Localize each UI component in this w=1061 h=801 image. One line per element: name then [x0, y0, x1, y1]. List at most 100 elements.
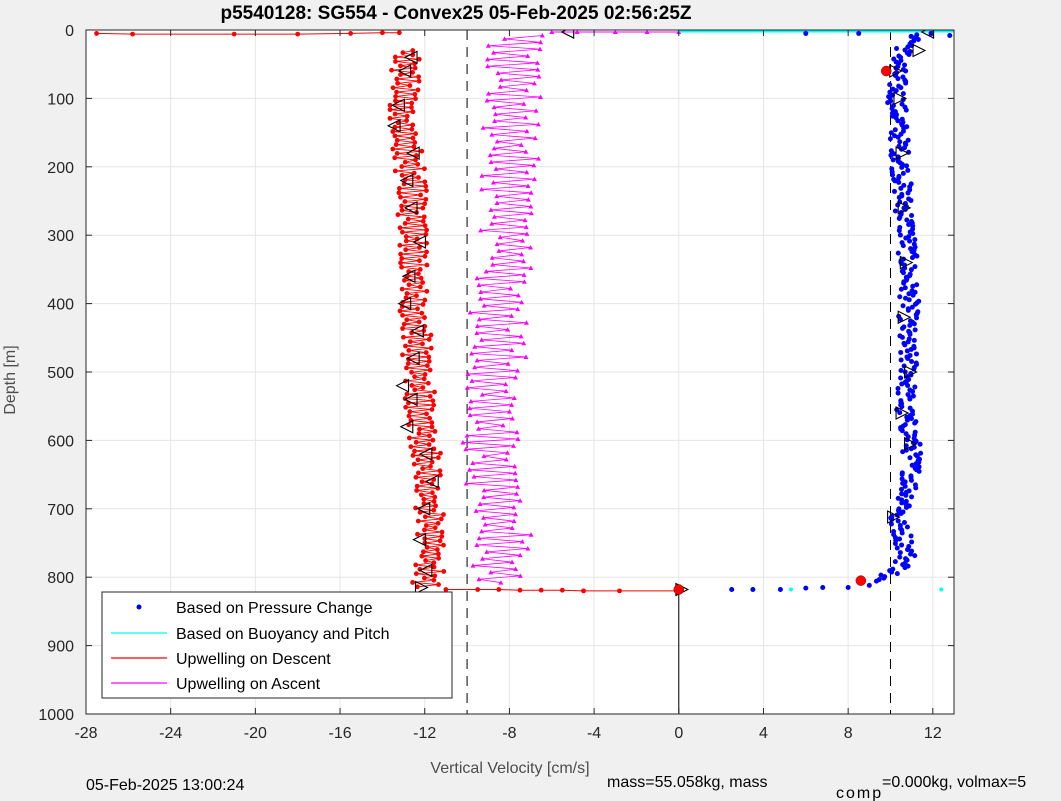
pressure-point	[907, 331, 913, 337]
descent-point	[393, 94, 399, 99]
ascent-point	[485, 63, 491, 69]
pressure-point	[899, 334, 905, 340]
descent-point	[420, 205, 426, 211]
descent-point	[400, 352, 405, 358]
ascent-point	[474, 542, 480, 548]
pressure-point	[909, 213, 915, 219]
descent-point	[397, 225, 403, 231]
descent-point	[559, 587, 565, 593]
descent-point	[387, 107, 393, 113]
x-tick-label: -20	[244, 725, 267, 742]
descent-point	[400, 312, 405, 318]
descent-point	[426, 337, 432, 342]
descent-point	[423, 231, 429, 237]
pressure-point	[912, 264, 918, 270]
ascent-point	[481, 453, 487, 459]
ascent-point	[528, 210, 534, 216]
ascent-point	[484, 97, 490, 103]
ascent-point	[494, 241, 500, 247]
pressure-point	[892, 559, 898, 565]
y-tick-label: 400	[47, 297, 74, 314]
ascent-point	[506, 409, 512, 414]
pressure-point	[898, 357, 904, 363]
legend-marker-pressure	[136, 604, 142, 610]
descent-point	[427, 415, 433, 421]
ascent-point	[521, 101, 527, 106]
pressure-point	[909, 358, 915, 364]
ascent-point	[612, 30, 618, 35]
descent-point	[394, 76, 400, 82]
triangle-marker-right	[895, 406, 910, 420]
descent-point	[437, 538, 443, 544]
pressure-point	[914, 282, 920, 288]
ascent-point	[505, 327, 511, 332]
y-tick-label: 500	[47, 365, 74, 382]
ascent-point	[488, 569, 494, 575]
ascent-point	[535, 121, 541, 127]
y-tick-label: 100	[47, 91, 74, 108]
descent-point	[403, 234, 409, 239]
pressure-point	[899, 491, 905, 497]
descent-point	[409, 100, 415, 106]
descent-point	[397, 186, 402, 191]
buoyancy-point	[788, 587, 793, 592]
ascent-point	[504, 450, 510, 455]
ascent-point	[515, 436, 521, 442]
pressure-point	[892, 127, 898, 133]
ascent-point	[518, 333, 524, 339]
ascent-point	[488, 159, 494, 165]
pressure-point	[904, 417, 910, 423]
triangle-marker-left	[397, 296, 412, 311]
descent-point	[390, 129, 396, 134]
pressure-point	[750, 587, 756, 593]
pressure-point	[903, 235, 909, 241]
descent-point	[429, 490, 435, 496]
ascent-point	[497, 234, 503, 240]
ascent-point	[471, 474, 477, 479]
descent-point	[348, 31, 354, 36]
ascent-point	[509, 402, 515, 407]
descent-point	[410, 135, 416, 141]
descent-point	[438, 450, 443, 456]
pressure-point	[902, 483, 908, 489]
descent-point	[428, 332, 434, 338]
descent-point	[415, 161, 421, 167]
triangle-marker-right	[887, 510, 901, 524]
descent-point	[399, 256, 405, 261]
pressure-point	[895, 386, 901, 392]
y-tick-label: 800	[47, 570, 74, 587]
descent-point	[410, 70, 416, 75]
ascent-point	[503, 388, 509, 394]
pressure-point	[901, 280, 907, 286]
pressure-point	[903, 80, 909, 86]
ascent-point	[538, 94, 544, 100]
triangle-marker-right	[895, 146, 910, 161]
ascent-point	[476, 426, 482, 431]
ascent-point	[509, 313, 515, 318]
descent-point	[416, 470, 421, 476]
descent-point	[431, 564, 437, 570]
descent-point	[436, 582, 441, 587]
descent-point	[437, 468, 443, 474]
descent-point	[404, 118, 410, 123]
ascent-point	[491, 145, 497, 151]
pressure-point	[894, 571, 900, 577]
descent-point	[423, 523, 429, 528]
descent-point	[410, 109, 416, 115]
ascent-point	[521, 340, 527, 346]
pressure-point	[873, 578, 879, 584]
descent-point	[419, 310, 425, 316]
ascent-point	[482, 522, 488, 527]
ascent-point	[520, 238, 526, 243]
descent-point	[393, 98, 398, 104]
pressure-point	[901, 519, 907, 525]
ascent-point	[524, 169, 530, 175]
descent-point	[419, 148, 425, 154]
pressure-point	[898, 367, 904, 373]
pressure-point	[914, 315, 920, 321]
pressure-point	[904, 348, 910, 354]
descent-point	[403, 343, 408, 349]
ascent-point	[480, 515, 486, 520]
descent-point	[231, 31, 237, 37]
pressure-point	[907, 396, 913, 402]
